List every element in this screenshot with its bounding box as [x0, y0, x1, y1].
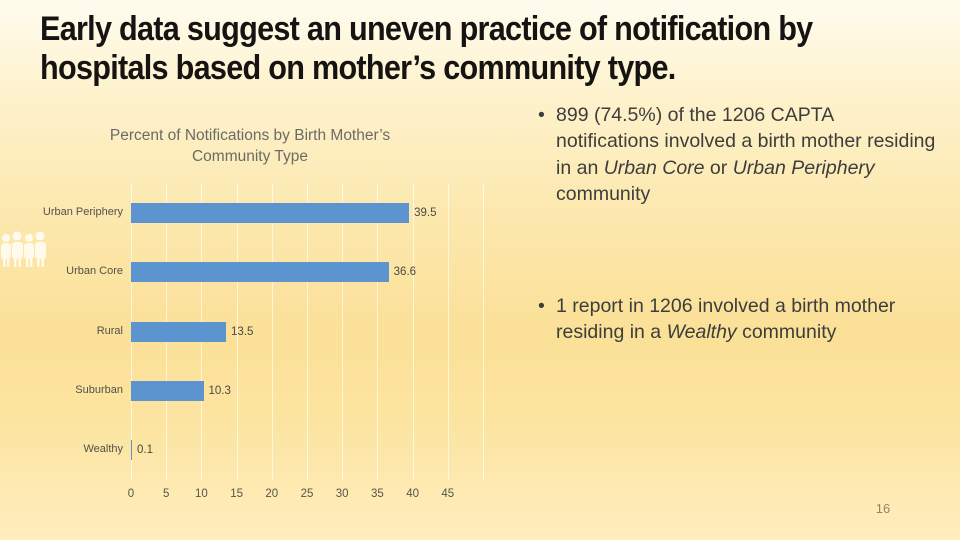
bar-value-label: 0.1: [137, 444, 153, 457]
x-axis-tick-label: 15: [230, 488, 243, 500]
bar: [131, 262, 389, 283]
bar-value-label: 10.3: [208, 384, 231, 397]
gridline: [307, 183, 308, 480]
bullet-item: • 1 report in 1206 involved a birth mothe…: [538, 293, 940, 346]
bullet-marker-icon: •: [538, 295, 545, 317]
x-axis-tick-label: 20: [265, 488, 279, 500]
gridline: [483, 183, 484, 480]
category-label: Wealthy: [83, 443, 123, 456]
bar-value-label: 13.5: [231, 325, 254, 338]
bar-value-label: 36.6: [393, 266, 417, 279]
x-axis-tick-label: 30: [335, 488, 349, 500]
chart-plot-area: 39.5 36.6 13.5 10.3 0.1 Urban Periphery Urban…: [43, 183, 484, 500]
bullet-item: • 899 (74.5%) of the 1206 CAPTA notificat…: [538, 102, 940, 207]
category-label: Suburban: [75, 383, 123, 396]
bullet-text: 899 (74.5%) of the 1206 CAPTA notificati…: [556, 104, 936, 205]
x-axis-tick-label: 5: [162, 488, 170, 500]
bar-chart: Percent of Notifications by Birth Mother…: [30, 126, 484, 520]
bar: [131, 380, 204, 401]
bullet-text: 1 report in 1206 involved a birth mother…: [556, 295, 896, 344]
page-number: 16: [875, 501, 891, 516]
x-axis-tick-label: 40: [406, 488, 419, 500]
gridline: [412, 183, 414, 480]
gridline: [236, 183, 238, 480]
gridline: [271, 183, 273, 480]
x-axis-tick-label: 10: [194, 488, 208, 500]
bar-value-label: 39.5: [414, 206, 437, 219]
bullet-list: • 899 (74.5%) of the 1206 CAPTA notificat…: [538, 102, 940, 343]
x-axis-tick-label: 45: [441, 488, 455, 500]
people-group-icon: [0, 230, 48, 268]
gridline: [377, 183, 379, 480]
x-axis-tick-label: 0: [127, 488, 135, 500]
slide-title: Early data suggest an uneven practice of…: [40, 10, 940, 89]
x-axis-tick-label: 25: [300, 488, 314, 500]
x-axis-tick-label: 35: [370, 488, 384, 500]
slide-title-line1: Early data suggest an uneven practice of…: [40, 10, 813, 48]
bar: [131, 202, 410, 223]
category-label: Urban Periphery: [42, 205, 123, 218]
gridline: [342, 183, 344, 480]
category-label: Urban Core: [66, 265, 123, 278]
slide-title-line2: hospitals based on mother’s community ty…: [40, 49, 676, 88]
gridline: [447, 183, 449, 480]
bar: [131, 440, 132, 461]
bullet-marker-icon: •: [538, 104, 545, 126]
category-label: Rural: [96, 324, 123, 337]
chart-title: Percent of Notifications by Birth Mother…: [109, 127, 391, 165]
bar: [131, 321, 227, 342]
